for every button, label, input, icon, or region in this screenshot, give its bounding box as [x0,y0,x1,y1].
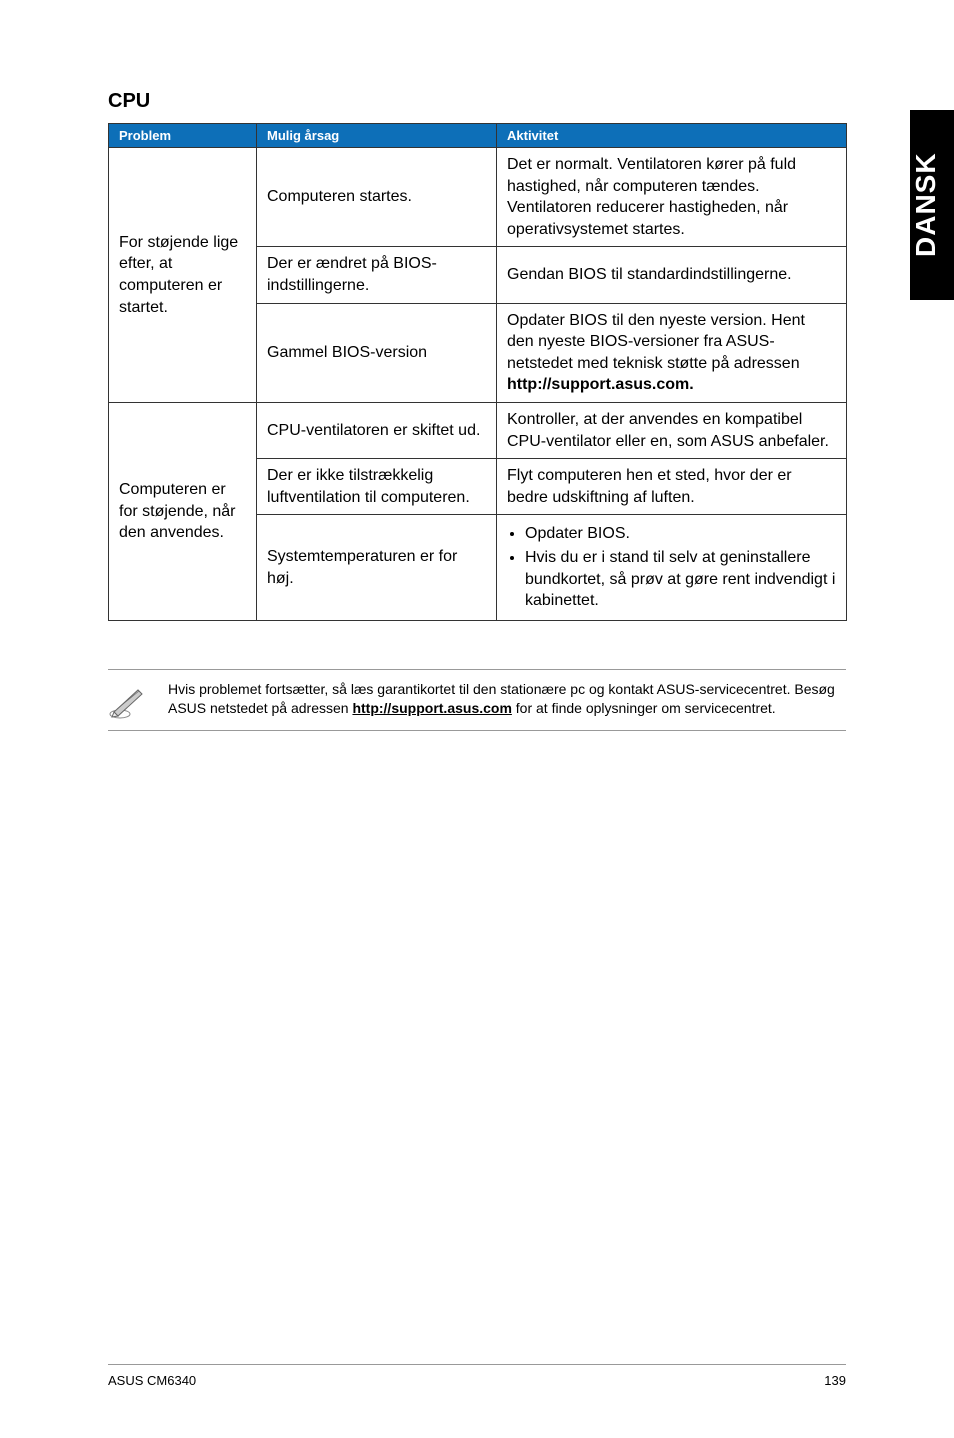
cell-cause: Gammel BIOS-version [257,303,497,402]
cell-cause: Der er ikke tilstrækkelig luftventilatio… [257,459,497,515]
activity-bullet: Hvis du er i stand til selv at geninstal… [525,547,836,612]
activity-suffix: . [689,376,693,393]
cell-cause: Systemtemperaturen er for høj. [257,515,497,620]
th-activity: Aktivitet [497,124,847,148]
cell-activity: Flyt computeren hen et sted, hvor der er… [497,459,847,515]
cell-problem: Computeren er for støjende, når den anve… [109,402,257,620]
cell-activity: Kontroller, at der anvendes en kompatibe… [497,402,847,458]
page-footer: ASUS CM6340 139 [108,1364,846,1388]
section-title: CPU [108,90,846,113]
th-cause: Mulig årsag [257,124,497,148]
table-row: For støjende lige efter, at computeren e… [109,148,847,247]
cell-problem: For støjende lige efter, at computeren e… [109,148,257,403]
page-content: CPU Problem Mulig årsag Aktivitet For st… [108,90,846,731]
note-link: http://support.asus.com [352,700,511,716]
note-block: Hvis problemet fortsætter, så læs garant… [108,669,846,731]
note-suffix: for at finde oplysninger om servicecentr… [512,700,776,716]
pencil-icon [108,680,168,720]
cell-cause: Computeren startes. [257,148,497,247]
cell-activity: Opdater BIOS til den nyeste version. Hen… [497,303,847,402]
footer-right: 139 [824,1373,846,1388]
note-text: Hvis problemet fortsætter, så læs garant… [168,680,846,719]
cell-cause: Der er ændret på BIOS-indstillingerne. [257,247,497,303]
activity-link: http://support.asus.com [507,376,689,393]
language-tab: DANSK [910,110,954,300]
cell-activity: Opdater BIOS. Hvis du er i stand til sel… [497,515,847,620]
troubleshoot-table: Problem Mulig årsag Aktivitet For støjen… [108,123,847,621]
table-row: Computeren er for støjende, når den anve… [109,402,847,458]
th-problem: Problem [109,124,257,148]
cell-activity: Det er normalt. Ventilatoren kører på fu… [497,148,847,247]
cell-activity: Gendan BIOS til standardindstillingerne. [497,247,847,303]
activity-bullet: Opdater BIOS. [525,523,836,545]
footer-left: ASUS CM6340 [108,1373,196,1388]
activity-prefix: Opdater BIOS til den nyeste version. Hen… [507,312,805,372]
cell-cause: CPU-ventilatoren er skiftet ud. [257,402,497,458]
